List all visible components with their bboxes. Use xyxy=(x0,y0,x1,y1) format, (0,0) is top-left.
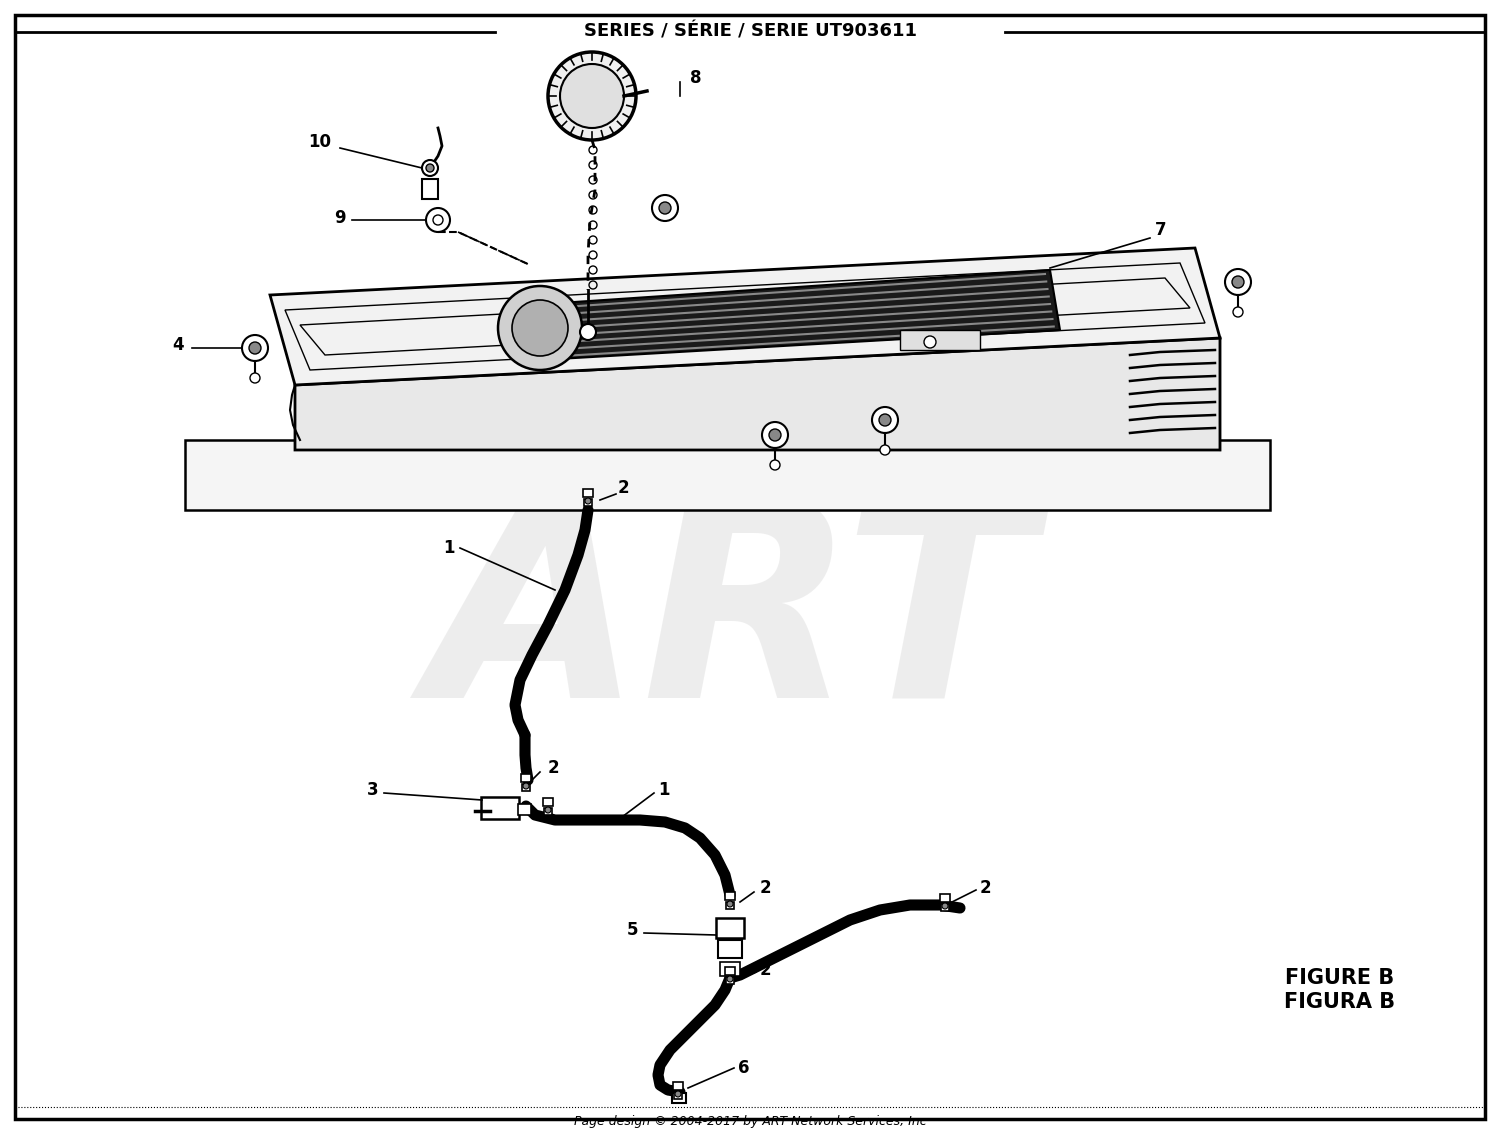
Text: 2: 2 xyxy=(548,759,560,777)
Circle shape xyxy=(251,373,260,383)
Bar xyxy=(726,978,734,984)
Circle shape xyxy=(770,460,780,469)
Bar xyxy=(724,967,735,975)
Bar xyxy=(584,499,592,506)
Circle shape xyxy=(433,215,442,225)
FancyBboxPatch shape xyxy=(482,797,519,819)
Text: 5: 5 xyxy=(627,921,638,939)
Circle shape xyxy=(658,202,670,214)
Bar xyxy=(584,489,592,497)
Bar xyxy=(724,892,735,900)
Circle shape xyxy=(426,164,433,172)
Circle shape xyxy=(879,414,891,426)
Polygon shape xyxy=(296,338,1219,450)
Text: 4: 4 xyxy=(172,336,184,354)
Circle shape xyxy=(880,445,890,455)
Circle shape xyxy=(585,498,591,503)
Text: 2: 2 xyxy=(760,879,771,897)
Text: SERIES / SÉRIE / SERIE UT903611: SERIES / SÉRIE / SERIE UT903611 xyxy=(584,23,916,41)
Circle shape xyxy=(1226,269,1251,295)
Circle shape xyxy=(524,782,530,789)
FancyBboxPatch shape xyxy=(422,179,438,198)
Bar xyxy=(544,809,552,815)
Bar xyxy=(726,902,734,909)
Text: FIGURE B: FIGURE B xyxy=(1286,968,1395,988)
Circle shape xyxy=(728,976,734,982)
Bar xyxy=(716,919,744,938)
Text: Page design © 2004-2017 by ART Network Services, Inc: Page design © 2004-2017 by ART Network S… xyxy=(573,1116,927,1128)
Bar xyxy=(940,904,950,911)
Text: 2: 2 xyxy=(980,879,992,897)
Bar xyxy=(674,1082,682,1090)
Circle shape xyxy=(675,1091,681,1097)
Text: 6: 6 xyxy=(738,1059,750,1077)
Circle shape xyxy=(548,52,636,139)
Circle shape xyxy=(942,903,948,909)
Circle shape xyxy=(512,301,568,356)
Circle shape xyxy=(422,160,438,176)
Bar xyxy=(520,775,531,782)
Circle shape xyxy=(924,336,936,348)
Circle shape xyxy=(762,422,788,448)
Bar xyxy=(720,962,740,976)
Circle shape xyxy=(426,208,450,232)
Circle shape xyxy=(580,324,596,340)
Text: 9: 9 xyxy=(334,209,346,227)
Text: FIGURA B: FIGURA B xyxy=(1284,992,1395,1012)
Circle shape xyxy=(728,902,734,907)
Circle shape xyxy=(770,429,782,441)
Circle shape xyxy=(652,195,678,221)
Text: 1: 1 xyxy=(658,781,669,799)
Text: 1: 1 xyxy=(444,539,454,557)
Text: 10: 10 xyxy=(309,133,332,151)
Polygon shape xyxy=(270,248,1220,386)
Circle shape xyxy=(249,342,261,354)
Text: 2: 2 xyxy=(760,960,771,979)
Text: 3: 3 xyxy=(366,781,378,799)
Circle shape xyxy=(1233,307,1244,318)
Text: ART: ART xyxy=(427,485,1034,755)
Bar xyxy=(672,1093,686,1103)
Circle shape xyxy=(242,335,268,361)
Circle shape xyxy=(871,407,898,433)
Bar xyxy=(543,798,554,806)
Circle shape xyxy=(498,286,582,370)
Text: 2: 2 xyxy=(618,479,630,497)
Bar xyxy=(940,894,950,902)
Circle shape xyxy=(544,807,550,813)
Text: 8: 8 xyxy=(690,69,702,87)
FancyBboxPatch shape xyxy=(518,804,531,814)
Circle shape xyxy=(1232,276,1244,288)
Polygon shape xyxy=(530,270,1060,359)
Bar xyxy=(718,940,742,958)
Bar xyxy=(674,1092,682,1099)
Polygon shape xyxy=(184,440,1270,510)
Bar xyxy=(900,330,980,350)
Bar xyxy=(522,784,530,792)
Circle shape xyxy=(560,64,624,128)
Text: 7: 7 xyxy=(1155,221,1167,239)
